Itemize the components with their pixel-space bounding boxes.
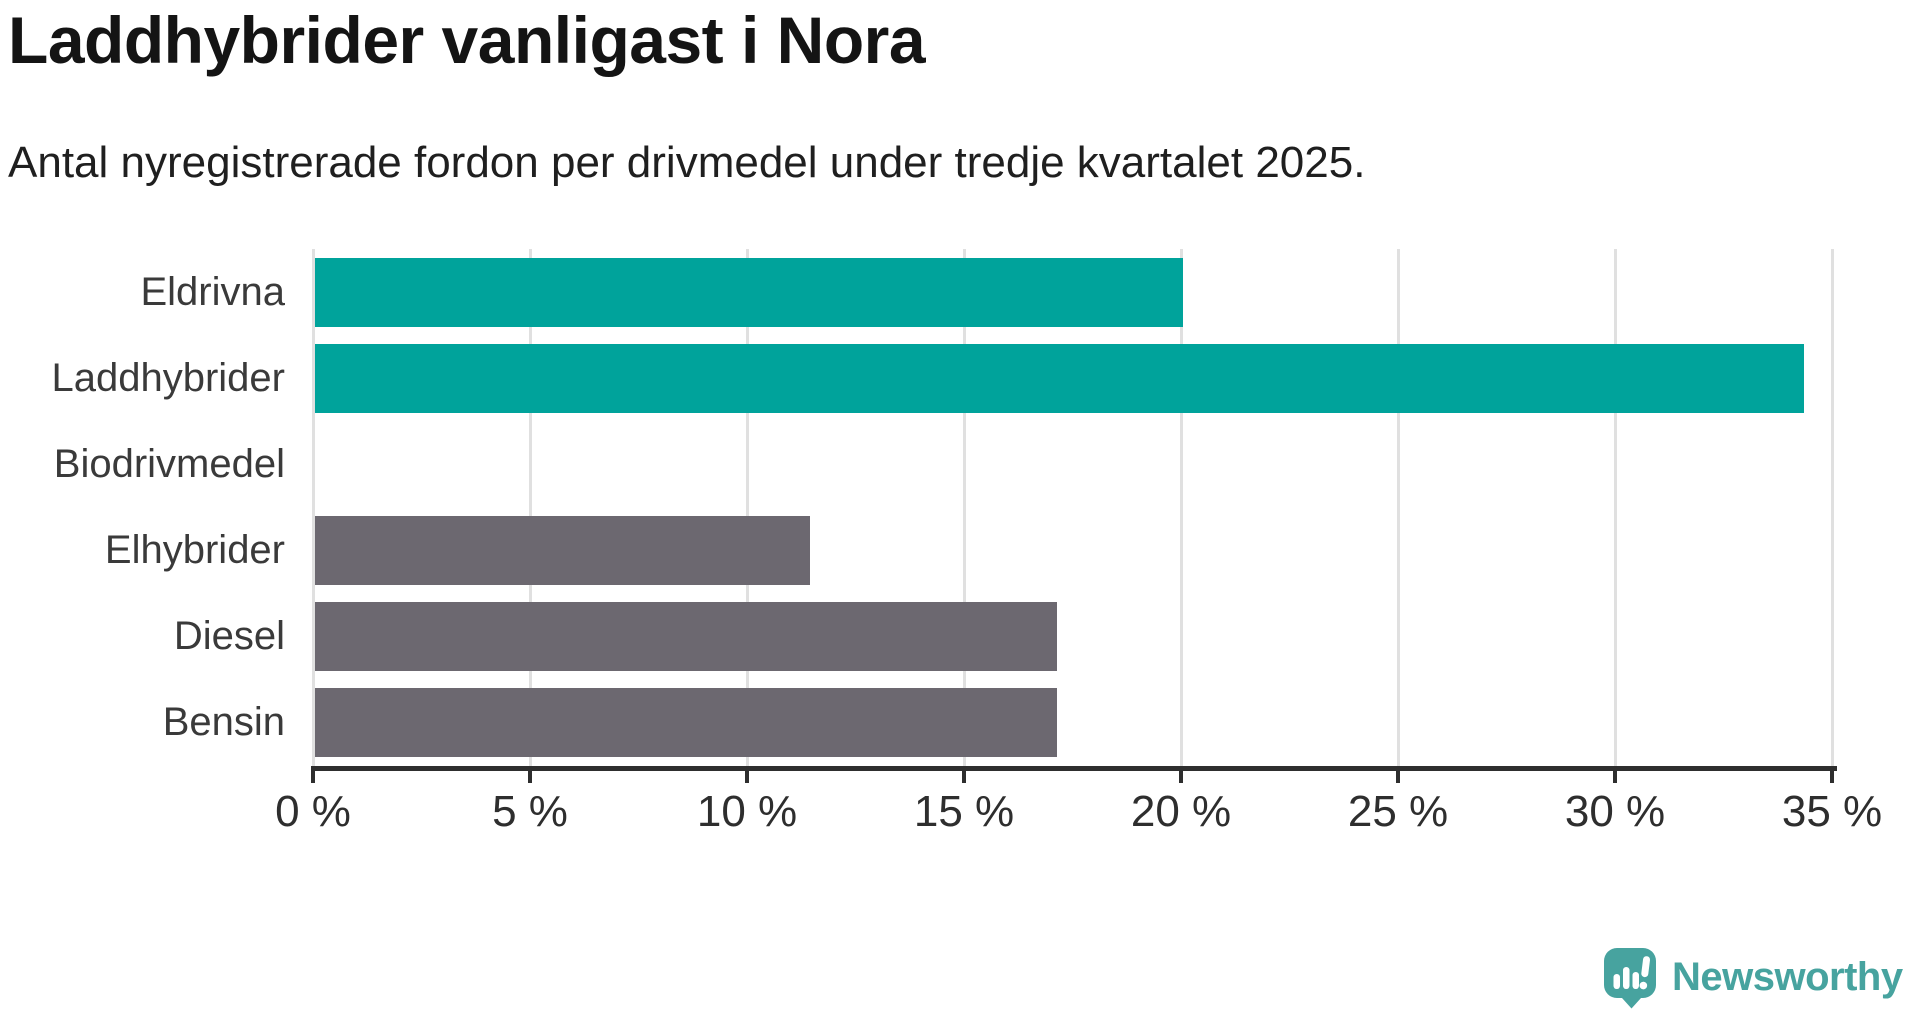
bar xyxy=(315,343,1804,413)
x-axis-tick-label: 20 % xyxy=(1130,787,1232,836)
newsworthy-logo-text: Newsworthy xyxy=(1672,955,1903,999)
gridline xyxy=(1179,249,1183,766)
newsworthy-logo: Newsworthy xyxy=(1602,946,1903,1009)
x-axis-tick-label: 35 % xyxy=(1781,787,1883,836)
bar xyxy=(315,516,810,586)
bar-row-label: Biodrivmedel xyxy=(53,441,285,486)
x-axis-tick-label: 5 % xyxy=(492,787,568,836)
x-axis-tick-label: 15 % xyxy=(913,787,1015,836)
x-axis-line xyxy=(311,766,1837,771)
gridline xyxy=(1830,249,1834,766)
x-axis-tick xyxy=(311,769,315,783)
bar xyxy=(315,688,1058,758)
page-title: Laddhybrider vanligast i Nora xyxy=(8,3,926,77)
gridline xyxy=(311,249,315,766)
gridline xyxy=(1613,249,1617,766)
x-axis-tick xyxy=(1613,769,1617,783)
bar xyxy=(315,602,1058,672)
x-axis-tick xyxy=(1179,769,1183,783)
newsworthy-logo-icon xyxy=(1604,948,1656,1009)
gridline xyxy=(962,249,966,766)
x-axis-tick-label: 30 % xyxy=(1564,787,1666,836)
bar-row-label: Elhybrider xyxy=(104,528,285,573)
x-axis-tick-label: 0 % xyxy=(275,787,351,836)
x-axis-tick xyxy=(1396,769,1400,783)
plot-area: 0 % 5 % 10 % 15 % 20 % 25 % 30 % 35 % xyxy=(275,249,1882,836)
bar-row-label: Laddhybrider xyxy=(51,355,286,400)
gridline xyxy=(1396,249,1400,766)
bar xyxy=(315,257,1183,327)
x-axis-tick-label: 10 % xyxy=(696,787,798,836)
x-axis-tick xyxy=(962,769,966,783)
page-subtitle: Antal nyregistrerade fordon per drivmede… xyxy=(8,138,1366,187)
x-axis-tick xyxy=(1830,769,1834,783)
gridline xyxy=(528,249,532,766)
x-axis-tick xyxy=(528,769,532,783)
x-axis-tick-label: 25 % xyxy=(1347,787,1449,836)
bar-row-label: Diesel xyxy=(173,614,285,659)
gridline xyxy=(745,249,749,766)
bar-row-label: Eldrivna xyxy=(140,269,285,314)
x-axis-tick xyxy=(745,769,749,783)
bar-row-label: Bensin xyxy=(162,700,285,745)
